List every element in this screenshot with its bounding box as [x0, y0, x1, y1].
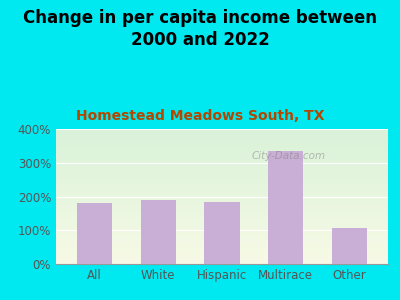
Text: City-Data.com: City-Data.com — [251, 151, 326, 161]
Bar — [204, 202, 240, 264]
Text: Change in per capita income between
2000 and 2022: Change in per capita income between 2000… — [23, 9, 377, 49]
Text: Homestead Meadows South, TX: Homestead Meadows South, TX — [76, 110, 324, 124]
Bar — [268, 151, 304, 264]
Bar — [332, 228, 367, 264]
Bar — [77, 202, 112, 264]
Bar — [140, 200, 176, 264]
